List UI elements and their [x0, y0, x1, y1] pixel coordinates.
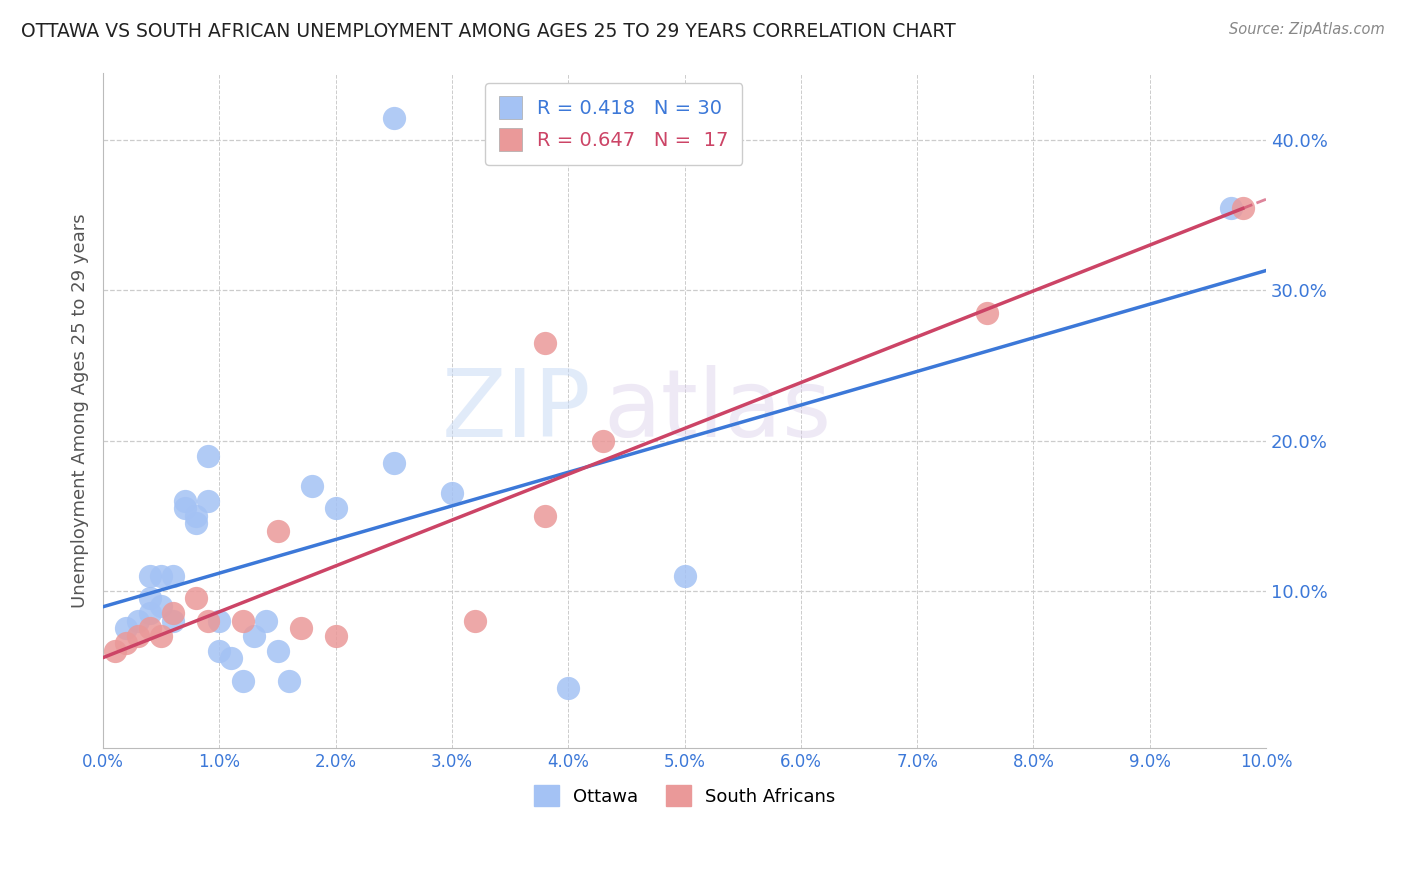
Point — [254, 614, 277, 628]
Point — [138, 591, 160, 605]
Point — [138, 568, 160, 582]
Point — [464, 614, 486, 628]
Point — [138, 606, 160, 620]
Point — [186, 591, 208, 605]
Point — [534, 336, 557, 351]
Point — [186, 508, 208, 523]
Point — [162, 614, 184, 628]
Point — [325, 628, 347, 642]
Text: Source: ZipAtlas.com: Source: ZipAtlas.com — [1229, 22, 1385, 37]
Point — [232, 614, 254, 628]
Point — [382, 456, 405, 470]
Point — [208, 643, 231, 657]
Point — [115, 636, 138, 650]
Point — [976, 306, 998, 320]
Point — [115, 621, 138, 635]
Point — [592, 434, 614, 448]
Point — [219, 651, 242, 665]
Point — [186, 516, 208, 530]
Point — [534, 508, 557, 523]
Text: OTTAWA VS SOUTH AFRICAN UNEMPLOYMENT AMONG AGES 25 TO 29 YEARS CORRELATION CHART: OTTAWA VS SOUTH AFRICAN UNEMPLOYMENT AMO… — [21, 22, 956, 41]
Point — [1232, 201, 1254, 215]
Point — [440, 486, 463, 500]
Point — [325, 501, 347, 516]
Point — [382, 111, 405, 125]
Point — [197, 493, 219, 508]
Point — [150, 568, 173, 582]
Text: atlas: atlas — [603, 365, 831, 457]
Point — [162, 606, 184, 620]
Point — [197, 614, 219, 628]
Point — [127, 614, 149, 628]
Point — [197, 449, 219, 463]
Point — [162, 568, 184, 582]
Point — [208, 614, 231, 628]
Point — [173, 493, 195, 508]
Y-axis label: Unemployment Among Ages 25 to 29 years: Unemployment Among Ages 25 to 29 years — [72, 213, 89, 607]
Point — [138, 621, 160, 635]
Point — [290, 621, 312, 635]
Point — [266, 643, 288, 657]
Point — [266, 524, 288, 538]
Point — [557, 681, 579, 695]
Point — [232, 673, 254, 688]
Point — [278, 673, 301, 688]
Point — [1220, 201, 1243, 215]
Point — [301, 478, 323, 492]
Point — [127, 628, 149, 642]
Point — [150, 628, 173, 642]
Text: ZIP: ZIP — [441, 365, 592, 457]
Point — [243, 628, 266, 642]
Point — [150, 599, 173, 613]
Legend: Ottawa, South Africans: Ottawa, South Africans — [526, 778, 842, 814]
Point — [173, 501, 195, 516]
Point — [673, 568, 696, 582]
Point — [104, 643, 127, 657]
